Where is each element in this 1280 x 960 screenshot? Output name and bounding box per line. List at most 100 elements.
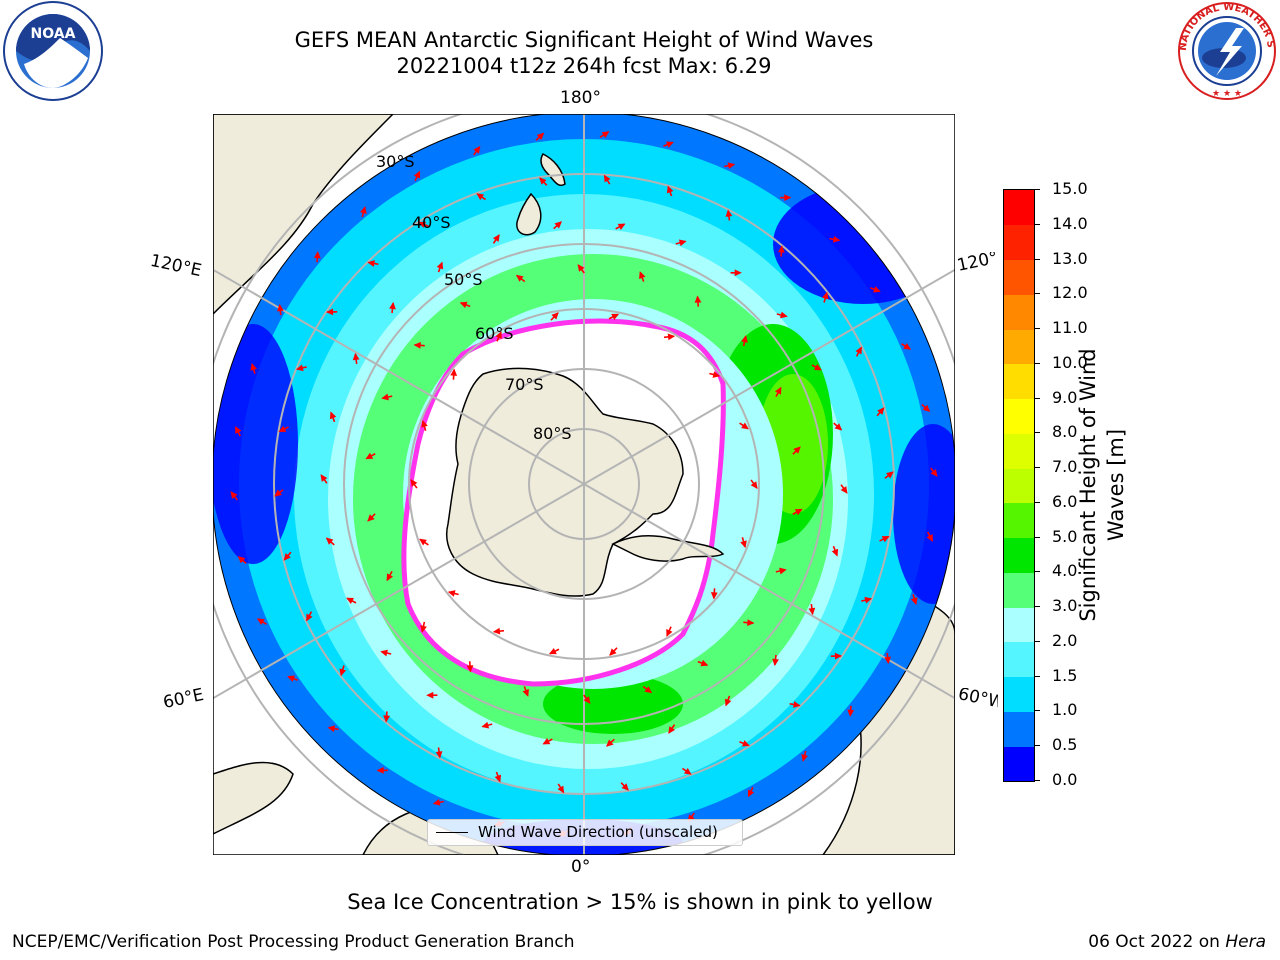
- lat-label-30s: 30°S: [376, 152, 415, 171]
- legend-line-icon: [436, 832, 468, 833]
- wave-arrow-head: [426, 691, 434, 699]
- wave-arrow-head: [339, 668, 347, 677]
- wave-arrow-head: [386, 573, 394, 582]
- wave-arrow-head: [840, 486, 848, 494]
- map-panel: [212, 113, 956, 856]
- wave-arrow-head: [644, 686, 653, 694]
- colorbar-tick-label: 3.0: [1052, 596, 1078, 616]
- wave-arrow-head: [577, 264, 585, 272]
- wave-arrow-head: [235, 426, 242, 434]
- wave-arrow-head: [834, 423, 843, 431]
- wave-arrow-head: [794, 508, 803, 516]
- wave-arrow-head: [734, 269, 742, 277]
- wave-arrow-head: [740, 540, 747, 549]
- colorbar-tick-mark: [1034, 467, 1040, 469]
- wave-arrow-head: [668, 726, 676, 734]
- colorbar-band: [1004, 572, 1034, 608]
- footer-right: 06 Oct 2022 on Hera: [1088, 932, 1266, 952]
- colorbar-tick-mark: [1034, 571, 1040, 573]
- colorbar-tick-label: 6.0: [1052, 491, 1078, 511]
- colorbar-tick-mark: [1034, 293, 1040, 295]
- colorbar-band: [1004, 607, 1034, 643]
- wave-arrow-head: [930, 469, 938, 477]
- colorbar-band: [1004, 537, 1034, 573]
- colorbar-tick-mark: [1034, 675, 1040, 677]
- wave-arrow-head: [278, 425, 287, 432]
- wave-arrow-head: [376, 766, 384, 774]
- colorbar-tick-label: 10.0: [1052, 352, 1088, 372]
- wind-wave-arrows: [230, 131, 938, 837]
- lon-label-120w-wrap: 120°W: [957, 252, 997, 272]
- wave-arrow-head: [779, 567, 787, 575]
- wave-arrow-head: [609, 648, 617, 656]
- map-legend: Wind Wave Direction (unscaled): [427, 819, 743, 846]
- colorbar-tick-label: 5.0: [1052, 526, 1078, 546]
- wave-arrow-head: [274, 489, 282, 497]
- wave-arrow-head: [831, 548, 839, 557]
- wave-arrow-head: [724, 698, 732, 707]
- wave-arrow-head: [450, 368, 458, 376]
- colorbar-tick-mark: [1034, 189, 1040, 190]
- wave-arrow-head: [557, 785, 565, 794]
- colorbar-tick-label: 11.0: [1052, 318, 1088, 338]
- wave-arrow-head: [320, 474, 328, 482]
- wave-arrow-head: [617, 223, 626, 230]
- wave-arrow-head: [329, 411, 337, 420]
- colorbar-tick-label: 9.0: [1052, 387, 1078, 407]
- wave-arrow-head: [772, 658, 779, 667]
- colorbar-tick-mark: [1034, 780, 1040, 781]
- wave-arrow-head: [250, 362, 258, 371]
- lat-label-40s: 40°S: [412, 213, 451, 232]
- colorbar-tick-mark: [1034, 501, 1040, 503]
- wave-arrow-head: [864, 596, 873, 604]
- colorbar-band: [1004, 329, 1034, 365]
- colorbar-band: [1004, 190, 1034, 226]
- wave-arrow-head: [381, 393, 389, 401]
- colorbar-tick-mark: [1034, 362, 1040, 364]
- noaa-logo-text: NOAA: [31, 26, 76, 42]
- lat-label-50s: 50°S: [444, 270, 483, 289]
- wave-arrow-head: [436, 261, 444, 270]
- wave-arrow-head: [326, 308, 334, 316]
- legend-label: Wind Wave Direction (unscaled): [478, 823, 718, 841]
- colorbar-tick-mark: [1034, 710, 1040, 712]
- wave-arrow-head: [548, 647, 557, 655]
- nws-logo: NATIONAL WEATHER SERVICE ★ ★ ★: [1172, 0, 1278, 102]
- wave-arrow-head: [495, 331, 502, 339]
- wave-arrow-head: [666, 141, 674, 148]
- colorbar-tick-mark: [1034, 328, 1040, 330]
- svg-text:★ ★ ★: ★ ★ ★: [1212, 89, 1242, 99]
- wave-arrow-head: [741, 335, 748, 343]
- wave-arrow-head: [295, 364, 304, 372]
- colorbar-band: [1004, 641, 1034, 678]
- wave-arrow-head: [325, 537, 334, 545]
- wave-arrow-head: [884, 656, 892, 665]
- wave-arrow-head: [287, 675, 295, 682]
- colorbar-band: [1004, 224, 1034, 260]
- colorbar-tick-label: 0.5: [1052, 735, 1078, 755]
- wave-arrow-head: [855, 346, 862, 355]
- footer-machine: Hera: [1225, 932, 1266, 952]
- wave-arrow-head: [473, 145, 481, 154]
- colorbar-band: [1004, 294, 1034, 330]
- wave-arrow-head: [327, 725, 336, 733]
- wave-arrow-head: [237, 556, 246, 564]
- wave-arrow-head: [903, 343, 912, 350]
- colorbar-tick-mark: [1034, 745, 1040, 747]
- wave-arrow-head: [432, 798, 441, 806]
- wave-arrow-head: [801, 754, 808, 762]
- wave-arrow-head: [256, 618, 265, 625]
- wave-arrow-head: [784, 194, 792, 202]
- wave-arrow-head: [367, 260, 375, 267]
- wave-arrow-head: [793, 701, 801, 708]
- wave-arrow-head: [418, 221, 427, 228]
- wave-arrow-head: [481, 721, 490, 729]
- colorbar-tick-label: 4.0: [1052, 561, 1078, 581]
- lon-label-120w: 120°W: [957, 252, 997, 272]
- wave-arrow-head: [712, 371, 721, 378]
- wave-arrow-head: [683, 767, 692, 775]
- wave-arrow-head: [360, 206, 367, 214]
- colorbar-tick-label: 1.0: [1052, 700, 1078, 720]
- wave-arrow-head: [780, 311, 788, 319]
- lat-label-70s: 70°S: [505, 375, 544, 394]
